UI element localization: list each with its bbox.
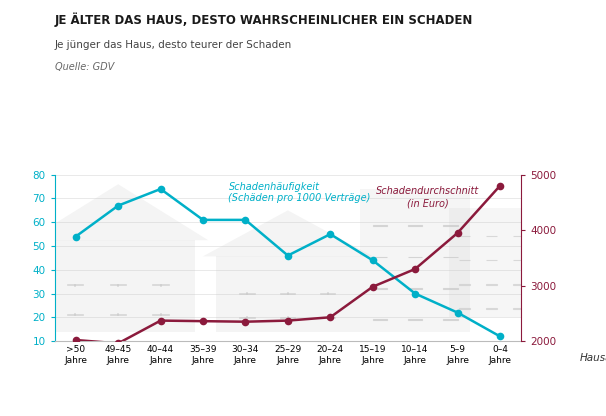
Text: Schadenhäufigkeit
(Schäden pro 1000 Verträge): Schadenhäufigkeit (Schäden pro 1000 Vert… (228, 182, 371, 203)
Bar (486, 308, 497, 309)
Bar (449, 208, 534, 317)
Bar (373, 288, 387, 289)
Bar (459, 308, 470, 309)
Bar (513, 284, 524, 285)
Bar (459, 284, 470, 285)
Bar (408, 319, 422, 320)
Polygon shape (28, 184, 208, 240)
Bar (443, 319, 458, 320)
Bar (443, 225, 458, 226)
Text: Schadendurchschnitt
(in Euro): Schadendurchschnitt (in Euro) (376, 186, 479, 208)
Bar (408, 257, 422, 258)
Text: Quelle: GDV: Quelle: GDV (55, 62, 114, 72)
Bar (443, 257, 458, 258)
Bar (360, 189, 470, 332)
Bar (373, 257, 387, 258)
Bar (408, 288, 422, 289)
Y-axis label: Hausalter: Hausalter (580, 353, 606, 363)
Bar (373, 319, 387, 320)
Bar (373, 225, 387, 226)
Bar (443, 288, 458, 289)
Bar (42, 240, 195, 332)
Bar (408, 225, 422, 226)
Bar (513, 308, 524, 309)
Polygon shape (203, 210, 373, 256)
Text: Je jünger das Haus, desto teurer der Schaden: Je jünger das Haus, desto teurer der Sch… (55, 40, 292, 50)
Text: JE ÄLTER DAS HAUS, DESTO WAHRSCHEINLICHER EIN SCHADEN: JE ÄLTER DAS HAUS, DESTO WAHRSCHEINLICHE… (55, 12, 473, 27)
Bar (216, 256, 360, 332)
Bar (486, 284, 497, 285)
